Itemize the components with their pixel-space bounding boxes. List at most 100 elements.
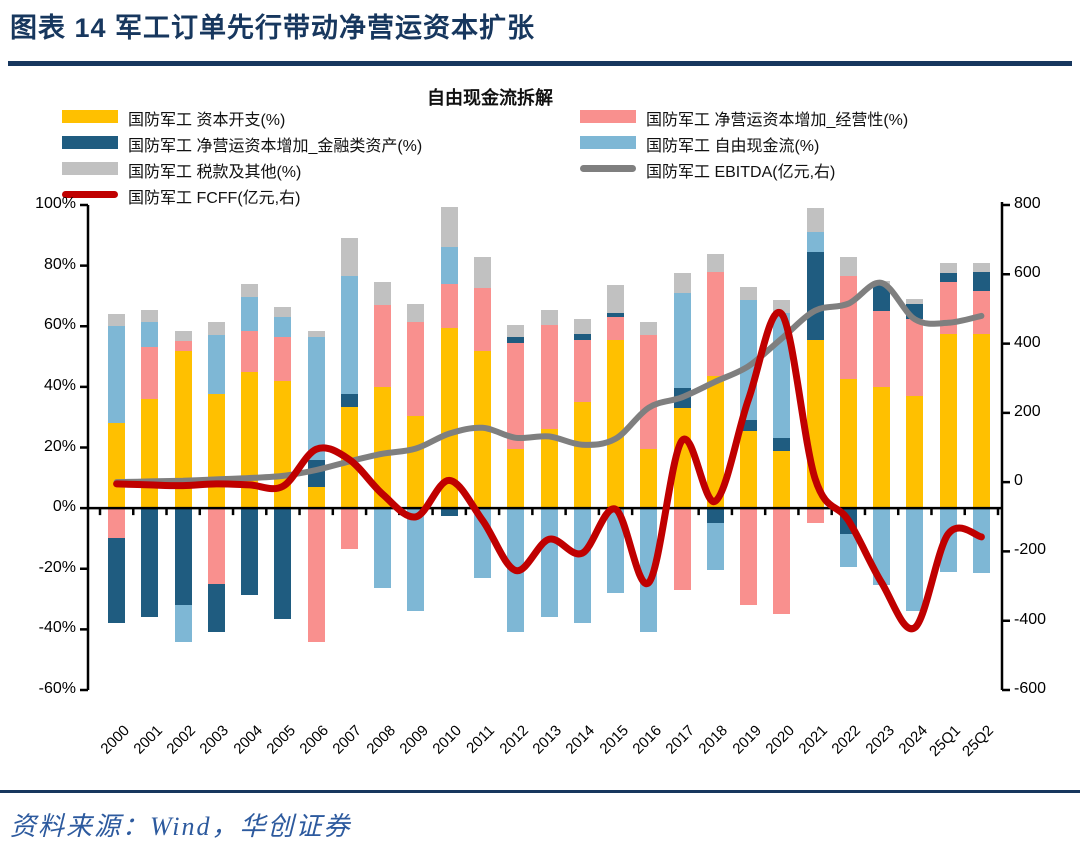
- ebitda-legend-swatch: [580, 165, 636, 172]
- legend-label: 国防军工 EBITDA(亿元,右): [646, 164, 836, 181]
- y-axis-left-tick-label: 40%: [43, 376, 76, 394]
- y-axis-left: [80, 203, 90, 692]
- bar-segment-wc-operating-2003: [207, 508, 225, 584]
- bar-segment-wc-financial-2012: [507, 336, 525, 343]
- bar-segment-tax-2016: [640, 321, 658, 336]
- fcf-legend-swatch: [580, 136, 636, 149]
- bar-segment-wc-operating-2000: [108, 508, 126, 539]
- bar-segment-wc-operating-2019: [740, 508, 758, 606]
- bar-segment-capex-2009: [407, 415, 425, 509]
- bar-segment-wc-financial-2001: [141, 508, 159, 618]
- bar-segment-fcf-2018: [706, 523, 724, 571]
- bar-segment-capex-2004: [241, 371, 259, 509]
- bar-segment-fcf-2016: [640, 508, 658, 633]
- bar-segment-capex-2020: [773, 450, 791, 509]
- bar-segment-tax-2024: [906, 298, 924, 304]
- bar-segment-wc-operating-2008: [374, 305, 392, 387]
- bar-segment-tax-2003: [207, 321, 225, 336]
- bar-segment-wc-financial-2020: [773, 438, 791, 451]
- bar-segment-wc-operating-2016: [640, 335, 658, 450]
- bar-segment-wc-operating-2001: [141, 347, 159, 399]
- bar-segment-fcf-2023: [873, 508, 891, 586]
- bar-segment-wc-financial-2000: [108, 538, 126, 624]
- y-axis-left-tick-label: 80%: [43, 255, 76, 273]
- bar-segment-fcf-2024: [906, 508, 924, 612]
- bar-segment-wc-financial-2010: [440, 508, 458, 516]
- bar-segment-capex-2021: [806, 339, 824, 509]
- bar-segment-wc-financial-2005: [274, 508, 292, 619]
- bar-segment-tax-2008: [374, 282, 392, 306]
- legend-label: 国防军工 净营运资本增加_经营性(%): [646, 112, 909, 129]
- y-axis-right-tick-label: 200: [1014, 402, 1041, 420]
- bar-segment-fcf-2012: [507, 508, 525, 633]
- bar-segment-tax-2018: [706, 253, 724, 272]
- bar-segment-capex-2014: [573, 402, 591, 509]
- bar-segment-tax-2013: [540, 309, 558, 325]
- bar-segment-wc-financial-25Q1: [939, 273, 957, 283]
- bar-segment-wc-financial-2004: [241, 508, 259, 595]
- tax-legend-swatch: [62, 162, 118, 175]
- bar-segment-capex-25Q2: [972, 333, 990, 509]
- bar-segment-tax-25Q2: [972, 262, 990, 272]
- bar-segment-wc-financial-2024: [906, 303, 924, 319]
- bar-segment-tax-2017: [673, 273, 691, 293]
- bar-segment-fcf-2005: [274, 317, 292, 337]
- bar-segment-capex-25Q1: [939, 333, 957, 509]
- y-axis-right-tick-label: 800: [1014, 195, 1041, 212]
- bar-segment-wc-operating-2017: [673, 508, 691, 590]
- bar-segment-capex-2017: [673, 408, 691, 509]
- bar-segment-capex-2001: [141, 399, 159, 509]
- source-note: 资料来源：Wind，华创证券: [10, 812, 352, 841]
- bar-segment-tax-2012: [507, 324, 525, 337]
- bar-segment-tax-2000: [108, 314, 126, 327]
- bar-segment-capex-2024: [906, 395, 924, 509]
- legend-label: 国防军工 税款及其他(%): [128, 164, 302, 181]
- bar-segment-wc-operating-25Q2: [972, 291, 990, 334]
- bar-segment-tax-2011: [473, 256, 491, 289]
- bar-segment-fcf-2007: [340, 276, 358, 395]
- bar-segment-wc-operating-2004: [241, 330, 259, 372]
- y-axis-left-tick-label: -20%: [38, 558, 76, 576]
- page-title: 图表 14 军工订单先行带动净营运资本扩张: [10, 13, 536, 43]
- bar-segment-wc-financial-2017: [673, 388, 691, 409]
- y-axis-left-tick-label: 60%: [43, 316, 76, 334]
- wc-operating-legend-swatch: [580, 110, 636, 123]
- bar-segment-fcf-2013: [540, 508, 558, 618]
- bar-segment-fcf-2011: [473, 508, 491, 578]
- bar-segment-tax-2022: [839, 256, 857, 277]
- bar-segment-capex-2010: [440, 327, 458, 509]
- bar-segment-capex-2007: [340, 406, 358, 509]
- y-axis-right-tick-label: -400: [1014, 610, 1047, 628]
- bar-segment-wc-operating-2011: [473, 288, 491, 351]
- y-axis-right-tick-label: -600: [1014, 680, 1047, 697]
- capex-legend-swatch: [62, 110, 118, 123]
- legend-label: 国防军工 自由现金流(%): [646, 138, 820, 155]
- bar-segment-wc-operating-2024: [906, 318, 924, 396]
- bar-segment-tax-2006: [307, 330, 325, 337]
- y-axis-left-tick-label: 20%: [43, 437, 76, 455]
- bar-segment-capex-2006: [307, 486, 325, 509]
- bar-segment-wc-operating-2013: [540, 324, 558, 430]
- bar-segment-wc-financial-25Q2: [972, 271, 990, 292]
- bar-segment-wc-financial-2002: [174, 508, 192, 606]
- title-underline-rule: [8, 61, 1072, 66]
- bar-segment-wc-financial-2015: [607, 312, 625, 318]
- bar-segment-wc-financial-2007: [340, 394, 358, 407]
- bar-segment-fcf-25Q1: [939, 508, 957, 572]
- bar-segment-wc-operating-2010: [440, 283, 458, 328]
- bar-segment-tax-2004: [241, 283, 259, 298]
- bar-segment-capex-2008: [374, 386, 392, 509]
- bar-segment-fcf-2014: [573, 508, 591, 624]
- bar-segment-wc-operating-2018: [706, 271, 724, 377]
- bar-segment-tax-2021: [806, 208, 824, 233]
- bar-segment-tax-2007: [340, 238, 358, 277]
- fcff-legend-swatch: [62, 191, 118, 198]
- bar-segment-wc-operating-2007: [340, 508, 358, 550]
- bar-segment-capex-2023: [873, 386, 891, 509]
- bar-segment-fcf-25Q2: [972, 508, 990, 574]
- bar-segment-wc-financial-2022: [839, 508, 857, 534]
- bar-segment-fcf-2008: [374, 508, 392, 589]
- bar-segment-fcf-2010: [440, 247, 458, 284]
- bar-segment-wc-operating-25Q1: [939, 282, 957, 334]
